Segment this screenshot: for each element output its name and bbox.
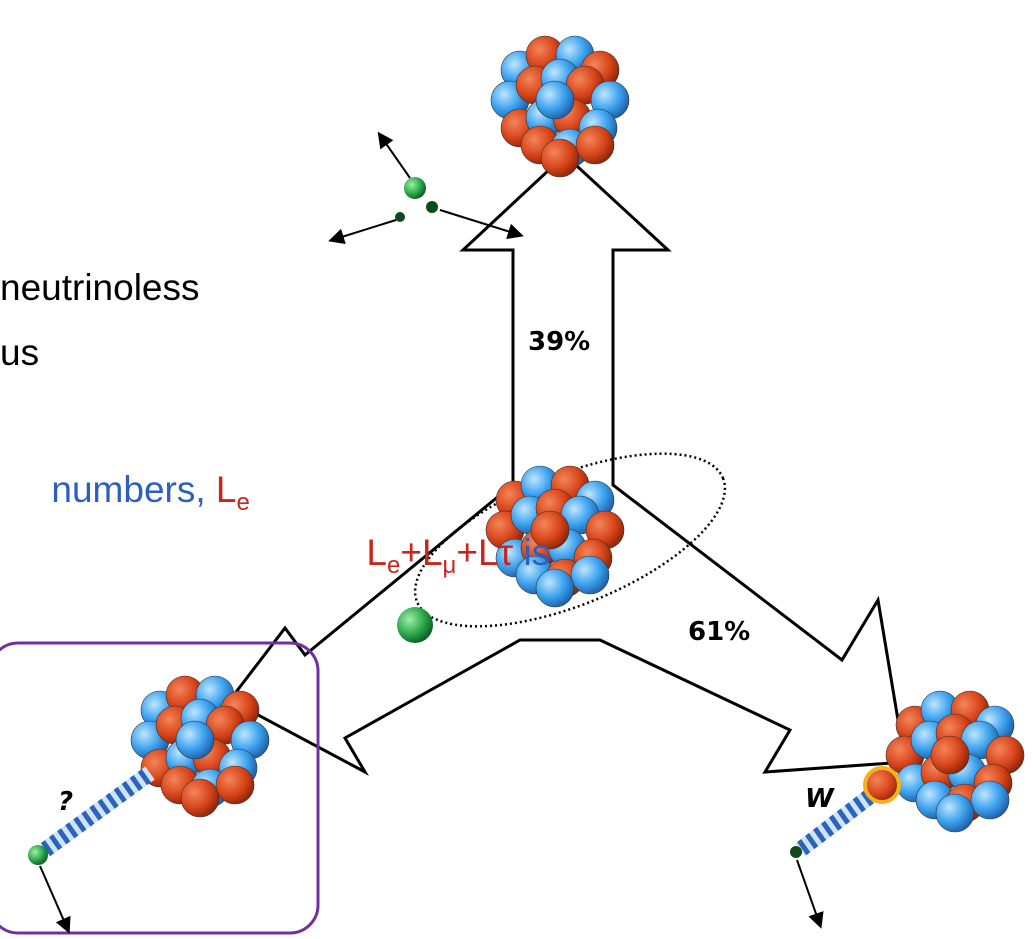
text-run: is <box>513 532 550 573</box>
text-run: +L <box>400 532 442 573</box>
body-text: neutrinoless <box>0 267 200 308</box>
branch-percent: 39% <box>528 327 590 357</box>
nucleus <box>886 691 1024 832</box>
nucleon <box>541 139 579 177</box>
nucleon <box>536 569 574 607</box>
neutrino <box>28 845 48 865</box>
branch-arrows <box>230 155 905 772</box>
nucleon <box>936 794 974 832</box>
electron <box>397 607 433 643</box>
nucleon <box>971 781 1009 819</box>
nucleus <box>131 676 269 817</box>
neutrino <box>395 212 405 222</box>
body-text: numbers, Le <box>0 469 281 518</box>
text-run: L <box>216 469 237 510</box>
neutrino <box>426 201 438 213</box>
nucleon <box>181 779 219 817</box>
emission-arrow <box>40 866 68 930</box>
slide: 39% 61% ? W neutrinoless us numbers, Le … <box>0 0 1033 939</box>
nucleon <box>576 126 614 164</box>
emitting-nucleon <box>865 768 899 802</box>
exchange-label: W <box>805 784 835 814</box>
nucleon <box>216 766 254 804</box>
exchange-label: ? <box>58 787 73 817</box>
text-run: +Lτ <box>456 532 513 573</box>
emission-arrow <box>380 135 410 178</box>
subscript: μ <box>443 552 457 579</box>
text-run: L <box>366 532 387 573</box>
emission-arrow <box>797 860 820 925</box>
subscript: e <box>387 552 400 579</box>
emission-arrow <box>332 220 396 240</box>
neutrino <box>790 846 802 858</box>
nucleus <box>491 36 629 177</box>
branch-percent: 61% <box>688 617 750 647</box>
diagram: 39% 61% ? W neutrinoless us numbers, Le … <box>0 0 1033 939</box>
subscript: e <box>237 489 250 516</box>
nucleon <box>176 721 214 759</box>
body-text: us <box>0 332 39 373</box>
text-run: numbers, <box>51 469 216 510</box>
nucleon <box>536 81 574 119</box>
electron <box>404 177 426 199</box>
nucleon <box>931 736 969 774</box>
